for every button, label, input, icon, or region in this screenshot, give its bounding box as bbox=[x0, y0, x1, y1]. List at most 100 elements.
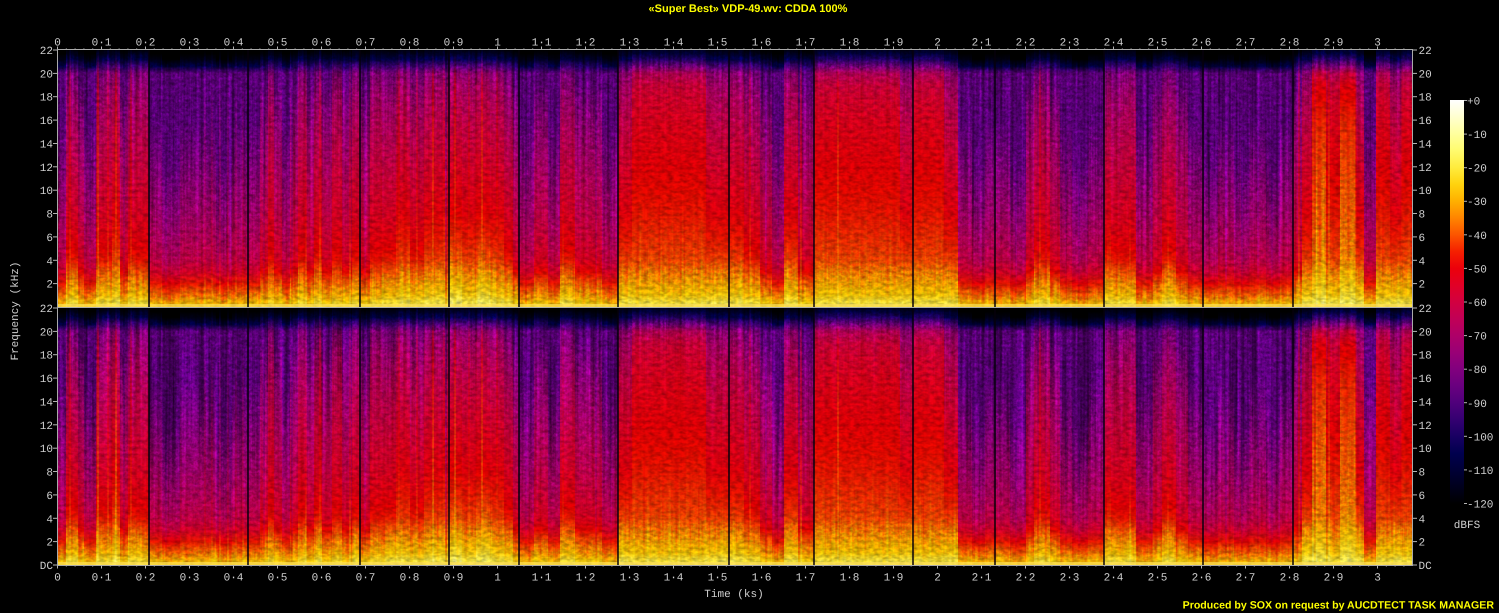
svg-text:0·6: 0·6 bbox=[312, 38, 332, 50]
svg-text:2·6: 2·6 bbox=[1192, 38, 1212, 50]
svg-text:12: 12 bbox=[40, 421, 53, 433]
svg-text:10: 10 bbox=[1419, 186, 1432, 198]
svg-text:dBFS: dBFS bbox=[1454, 520, 1481, 532]
svg-text:-110: -110 bbox=[1467, 466, 1493, 478]
svg-text:4: 4 bbox=[1419, 256, 1426, 268]
svg-text:16: 16 bbox=[40, 374, 53, 386]
svg-text:-20: -20 bbox=[1467, 164, 1487, 176]
svg-text:2·3: 2·3 bbox=[1060, 573, 1080, 585]
svg-text:DC: DC bbox=[1419, 561, 1433, 573]
svg-text:14: 14 bbox=[40, 140, 54, 152]
svg-text:22: 22 bbox=[1419, 304, 1432, 316]
svg-text:2·7: 2·7 bbox=[1236, 38, 1256, 50]
svg-text:18: 18 bbox=[40, 93, 53, 105]
svg-text:1·6: 1·6 bbox=[752, 38, 772, 50]
svg-text:-100: -100 bbox=[1467, 432, 1493, 444]
svg-text:10: 10 bbox=[40, 186, 53, 198]
svg-text:-70: -70 bbox=[1467, 332, 1487, 344]
svg-text:-50: -50 bbox=[1467, 264, 1487, 276]
svg-text:-90: -90 bbox=[1467, 399, 1487, 411]
svg-text:3: 3 bbox=[1374, 38, 1381, 50]
svg-text:-30: -30 bbox=[1467, 197, 1487, 209]
svg-text:0·3: 0·3 bbox=[180, 38, 200, 50]
svg-text:1·9: 1·9 bbox=[884, 38, 904, 50]
svg-text:12: 12 bbox=[1419, 163, 1432, 175]
svg-text:0·5: 0·5 bbox=[268, 38, 288, 50]
svg-text:Time (ks): Time (ks) bbox=[704, 589, 763, 601]
svg-text:0·9: 0·9 bbox=[444, 38, 464, 50]
svg-text:2: 2 bbox=[934, 573, 941, 585]
svg-text:20: 20 bbox=[40, 327, 53, 339]
svg-text:6: 6 bbox=[46, 491, 53, 503]
svg-text:16: 16 bbox=[1419, 374, 1432, 386]
svg-text:12: 12 bbox=[1419, 421, 1432, 433]
svg-text:22: 22 bbox=[40, 304, 53, 316]
svg-text:2·2: 2·2 bbox=[1016, 38, 1036, 50]
svg-text:20: 20 bbox=[1419, 69, 1432, 81]
svg-text:8: 8 bbox=[46, 468, 53, 480]
svg-text:16: 16 bbox=[1419, 116, 1432, 128]
svg-text:«Super Best» VDP-49.wv: CDDA 1: «Super Best» VDP-49.wv: CDDA 100% bbox=[649, 3, 848, 15]
svg-text:2·1: 2·1 bbox=[972, 38, 992, 50]
svg-text:-10: -10 bbox=[1467, 130, 1487, 142]
svg-text:0·2: 0·2 bbox=[136, 38, 156, 50]
svg-text:0·7: 0·7 bbox=[356, 38, 376, 50]
svg-text:Produced by SOX on request by: Produced by SOX on request by AUCDTECT T… bbox=[1183, 600, 1495, 612]
svg-text:1·4: 1·4 bbox=[664, 38, 684, 50]
svg-text:2·1: 2·1 bbox=[972, 573, 992, 585]
svg-text:1·8: 1·8 bbox=[840, 38, 860, 50]
svg-text:1·3: 1·3 bbox=[620, 573, 640, 585]
svg-text:2·8: 2·8 bbox=[1280, 573, 1300, 585]
svg-text:-80: -80 bbox=[1467, 365, 1487, 377]
svg-text:14: 14 bbox=[40, 398, 54, 410]
svg-text:3: 3 bbox=[1374, 573, 1381, 585]
svg-text:6: 6 bbox=[46, 233, 53, 245]
svg-text:1: 1 bbox=[494, 573, 501, 585]
svg-text:2·6: 2·6 bbox=[1192, 573, 1212, 585]
svg-text:2·8: 2·8 bbox=[1280, 38, 1300, 50]
svg-text:22: 22 bbox=[1419, 46, 1432, 58]
svg-text:1·3: 1·3 bbox=[620, 38, 640, 50]
svg-text:-60: -60 bbox=[1467, 298, 1487, 310]
svg-text:+0: +0 bbox=[1467, 97, 1480, 109]
svg-text:10: 10 bbox=[40, 444, 53, 456]
svg-text:4: 4 bbox=[46, 256, 53, 268]
svg-text:4: 4 bbox=[1419, 514, 1426, 526]
svg-text:8: 8 bbox=[1419, 468, 1426, 480]
svg-text:2·7: 2·7 bbox=[1236, 573, 1256, 585]
svg-text:2: 2 bbox=[46, 280, 53, 292]
svg-text:2·9: 2·9 bbox=[1324, 573, 1344, 585]
svg-text:2: 2 bbox=[934, 38, 941, 50]
svg-text:10: 10 bbox=[1419, 444, 1432, 456]
svg-text:1·6: 1·6 bbox=[752, 573, 772, 585]
svg-text:6: 6 bbox=[1419, 233, 1426, 245]
svg-text:2·4: 2·4 bbox=[1104, 38, 1124, 50]
svg-text:8: 8 bbox=[46, 210, 53, 222]
svg-text:0·7: 0·7 bbox=[356, 573, 376, 585]
svg-text:0: 0 bbox=[54, 573, 61, 585]
svg-text:-40: -40 bbox=[1467, 231, 1487, 243]
svg-text:1·1: 1·1 bbox=[532, 573, 552, 585]
svg-text:16: 16 bbox=[40, 116, 53, 128]
svg-text:1·5: 1·5 bbox=[708, 573, 728, 585]
svg-text:1·2: 1·2 bbox=[576, 38, 596, 50]
svg-text:12: 12 bbox=[40, 163, 53, 175]
svg-text:1·7: 1·7 bbox=[796, 38, 816, 50]
svg-text:2·3: 2·3 bbox=[1060, 38, 1080, 50]
svg-text:0·8: 0·8 bbox=[400, 573, 420, 585]
svg-text:0: 0 bbox=[54, 38, 61, 50]
svg-text:0·3: 0·3 bbox=[180, 573, 200, 585]
svg-text:0·6: 0·6 bbox=[312, 573, 332, 585]
svg-text:2: 2 bbox=[1419, 538, 1426, 550]
svg-text:DC: DC bbox=[40, 561, 54, 573]
svg-text:14: 14 bbox=[1419, 140, 1433, 152]
svg-text:18: 18 bbox=[1419, 351, 1432, 363]
svg-text:0·9: 0·9 bbox=[444, 573, 464, 585]
svg-text:1·2: 1·2 bbox=[576, 573, 596, 585]
svg-text:0·1: 0·1 bbox=[92, 38, 112, 50]
svg-text:20: 20 bbox=[40, 69, 53, 81]
svg-text:1·4: 1·4 bbox=[664, 573, 684, 585]
svg-text:8: 8 bbox=[1419, 210, 1426, 222]
svg-text:1·9: 1·9 bbox=[884, 573, 904, 585]
svg-text:0·2: 0·2 bbox=[136, 573, 156, 585]
